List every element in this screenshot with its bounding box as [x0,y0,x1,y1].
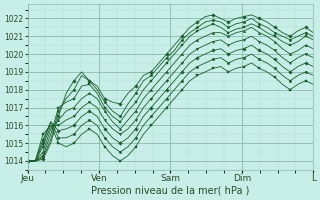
X-axis label: Pression niveau de la mer( hPa ): Pression niveau de la mer( hPa ) [91,186,250,196]
